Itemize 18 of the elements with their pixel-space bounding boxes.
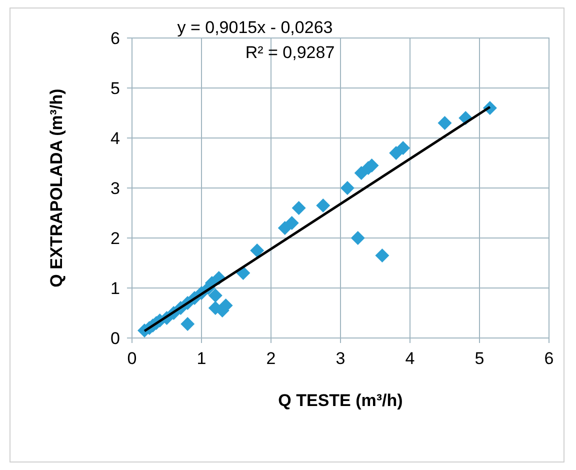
- y-tick-label: 5: [110, 78, 120, 98]
- y-tick-label: 3: [110, 178, 120, 198]
- y-tick-label: 1: [110, 278, 120, 298]
- annotation: R² = 0,9287: [245, 43, 335, 62]
- y-tick-label: 6: [110, 28, 120, 48]
- y-axis-title: Q EXTRAPOLADA (m³/h): [47, 88, 66, 288]
- x-tick-label: 3: [336, 349, 346, 368]
- x-axis-title: Q TESTE (m³/h): [278, 391, 403, 410]
- y-tick-label: 4: [110, 128, 120, 148]
- y-tick-label: 0: [110, 328, 120, 348]
- text: y = 0,9015x - 0,0263: [177, 18, 333, 37]
- y-tick-label: 2: [110, 228, 120, 248]
- x-tick-label: 5: [474, 349, 484, 368]
- x-tick-label: 6: [544, 349, 554, 368]
- x-tick-label: 1: [196, 349, 206, 368]
- x-tick-label: 0: [127, 349, 137, 368]
- x-tick-label: 2: [266, 349, 276, 368]
- x-tick-label: 4: [405, 349, 415, 368]
